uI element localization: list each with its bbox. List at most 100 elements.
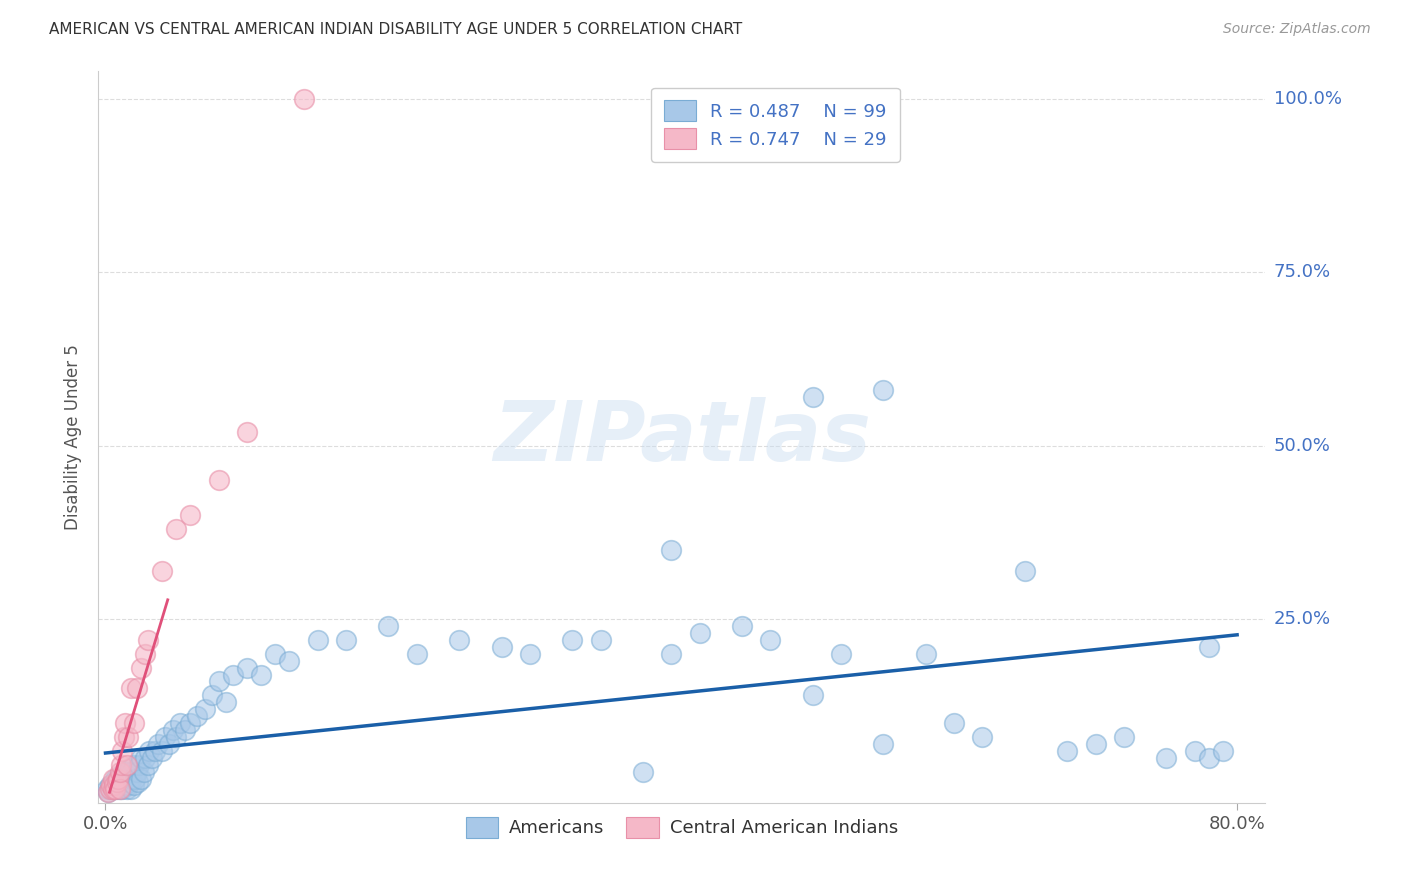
Point — [208, 674, 231, 689]
Point — [117, 764, 139, 779]
Point — [110, 772, 132, 786]
Point — [120, 681, 142, 696]
Point — [162, 723, 184, 737]
Point — [104, 781, 127, 796]
Point — [335, 632, 357, 647]
Point — [108, 781, 131, 796]
Text: 100.0%: 100.0% — [1274, 90, 1341, 108]
Point — [405, 647, 427, 661]
Point — [146, 737, 169, 751]
Point — [138, 744, 160, 758]
Point — [103, 781, 125, 796]
Point — [105, 775, 128, 789]
Text: 75.0%: 75.0% — [1274, 263, 1331, 281]
Point — [377, 619, 399, 633]
Point — [278, 654, 301, 668]
Point — [872, 737, 894, 751]
Point — [1156, 750, 1178, 764]
Text: 25.0%: 25.0% — [1274, 610, 1331, 628]
Point — [114, 775, 136, 789]
Point — [101, 781, 124, 796]
Point — [1198, 750, 1220, 764]
Point — [108, 781, 131, 796]
Point — [101, 779, 124, 793]
Point — [111, 744, 134, 758]
Point — [200, 689, 222, 703]
Point — [215, 695, 238, 709]
Point — [307, 632, 329, 647]
Point — [108, 775, 131, 789]
Point — [943, 716, 966, 731]
Point — [110, 757, 132, 772]
Point — [104, 779, 127, 793]
Point — [1014, 564, 1036, 578]
Point — [104, 772, 127, 786]
Point — [972, 730, 994, 744]
Point — [118, 775, 141, 789]
Point — [122, 757, 145, 772]
Point — [872, 384, 894, 398]
Text: ZIPatlas: ZIPatlas — [494, 397, 870, 477]
Point — [129, 660, 152, 674]
Point — [129, 772, 152, 786]
Point — [100, 781, 122, 796]
Text: Source: ZipAtlas.com: Source: ZipAtlas.com — [1223, 22, 1371, 37]
Point — [143, 744, 166, 758]
Point — [659, 542, 682, 557]
Point — [132, 764, 155, 779]
Point — [111, 781, 134, 796]
Point — [449, 632, 471, 647]
Point — [1084, 737, 1107, 751]
Point — [127, 775, 149, 789]
Point — [250, 667, 273, 681]
Point — [236, 660, 259, 674]
Point — [105, 781, 128, 796]
Point — [114, 764, 136, 779]
Point — [117, 779, 139, 793]
Point — [801, 689, 824, 703]
Point — [121, 772, 143, 786]
Point — [631, 764, 654, 779]
Point — [129, 750, 152, 764]
Point — [100, 779, 122, 793]
Point — [731, 619, 754, 633]
Point — [98, 779, 121, 793]
Text: AMERICAN VS CENTRAL AMERICAN INDIAN DISABILITY AGE UNDER 5 CORRELATION CHART: AMERICAN VS CENTRAL AMERICAN INDIAN DISA… — [49, 22, 742, 37]
Point — [153, 730, 176, 744]
Point — [1212, 744, 1234, 758]
Point — [115, 768, 138, 782]
Point — [264, 647, 287, 661]
Point — [186, 709, 208, 723]
Point — [150, 564, 173, 578]
Legend: Americans, Central American Indians: Americans, Central American Indians — [458, 810, 905, 845]
Point — [141, 750, 163, 764]
Point — [107, 772, 129, 786]
Point — [97, 785, 120, 799]
Point — [1184, 744, 1206, 758]
Point — [107, 779, 129, 793]
Point — [103, 779, 125, 793]
Point — [801, 390, 824, 404]
Point — [830, 647, 852, 661]
Point — [136, 757, 159, 772]
Point — [112, 730, 135, 744]
Point — [491, 640, 513, 654]
Point — [112, 779, 135, 793]
Point — [107, 772, 129, 786]
Point — [134, 647, 156, 661]
Point — [101, 781, 124, 796]
Point — [96, 781, 118, 796]
Point — [122, 779, 145, 793]
Point — [165, 522, 187, 536]
Point — [117, 730, 139, 744]
Point — [165, 730, 187, 744]
Point — [108, 764, 131, 779]
Point — [519, 647, 541, 661]
Point — [150, 744, 173, 758]
Point — [179, 508, 201, 522]
Point — [115, 781, 138, 796]
Point — [659, 647, 682, 661]
Point — [222, 667, 245, 681]
Point — [1056, 744, 1078, 758]
Point — [589, 632, 612, 647]
